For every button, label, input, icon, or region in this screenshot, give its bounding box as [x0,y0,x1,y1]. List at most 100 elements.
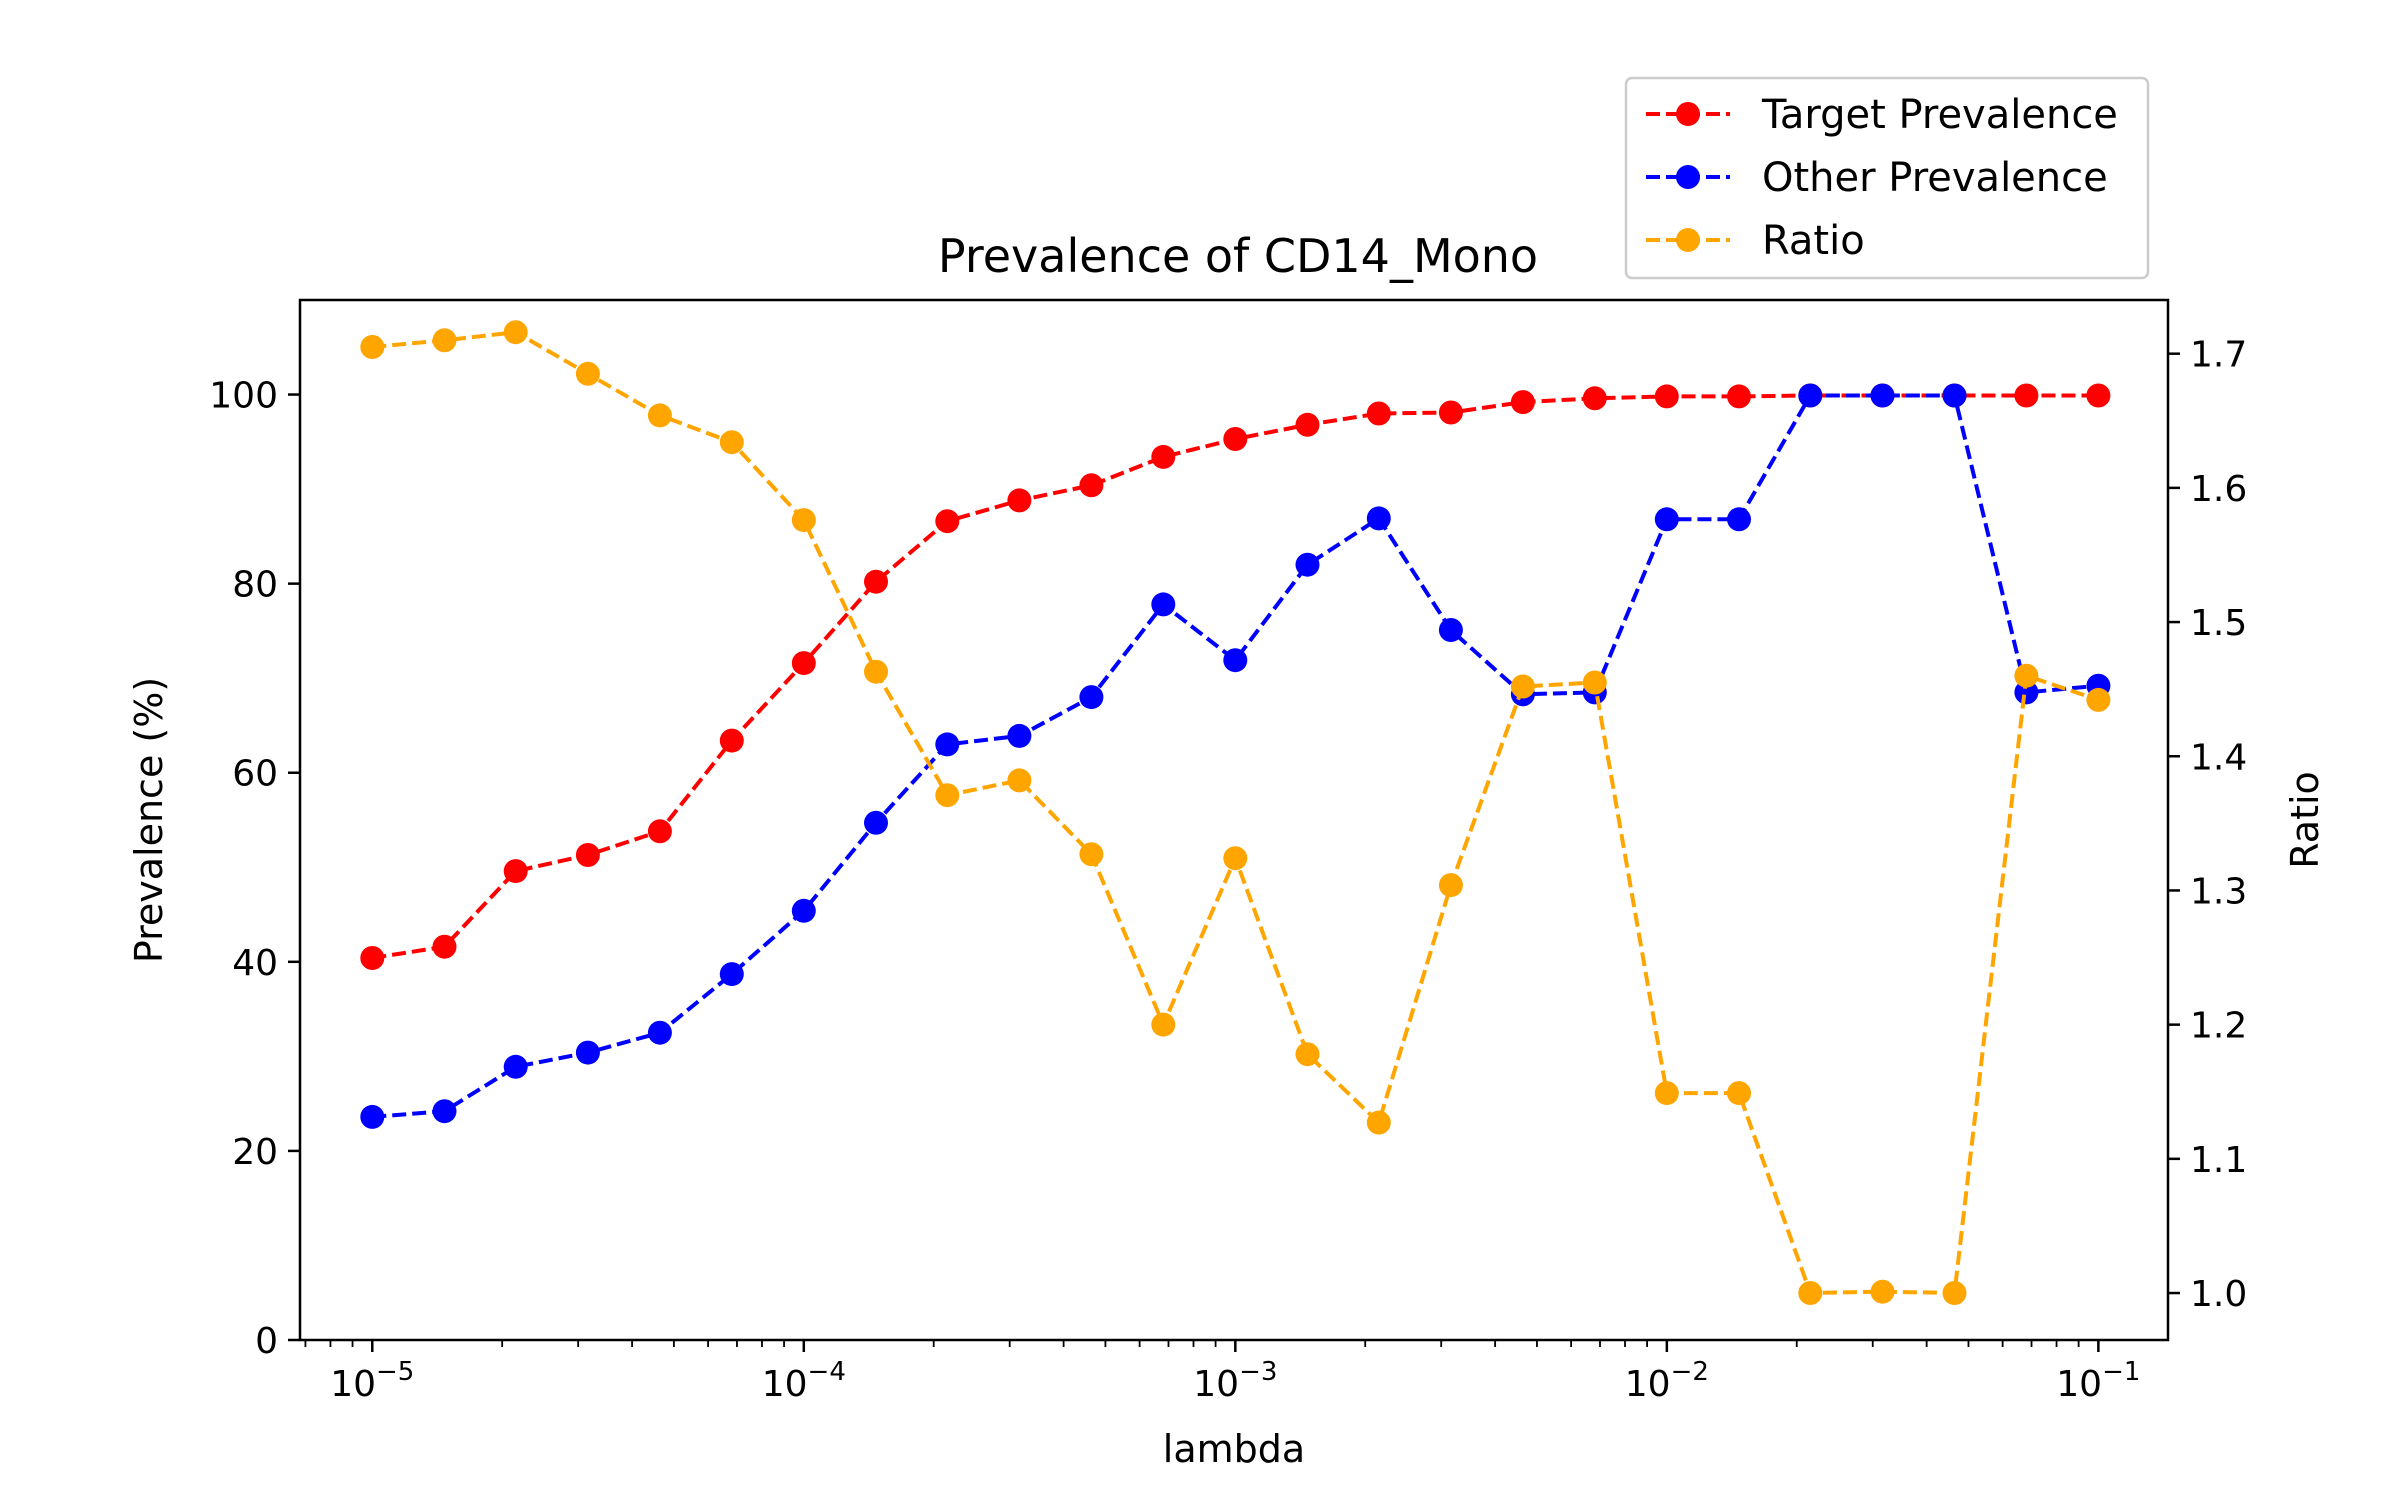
x-tick-label: 10−2 [1625,1357,1709,1405]
data-point-target-prevalence [2086,383,2111,408]
series-ratio [360,320,2111,1305]
data-point-other-prevalence [360,1104,385,1129]
data-point-ratio [935,783,960,808]
series-other-prevalence [360,383,2111,1129]
data-point-target-prevalence [1151,444,1176,469]
data-point-other-prevalence [1007,723,1032,748]
legend: Target Prevalence Other Prevalence Ratio [1624,76,2150,280]
data-point-ratio [1438,873,1463,898]
data-point-other-prevalence [1366,506,1391,531]
y2-axis-label: Ratio [2283,771,2327,869]
data-point-ratio [503,320,528,345]
data-point-ratio [1582,670,1607,695]
data-point-other-prevalence [2014,680,2039,705]
legend-swatch-marker [1676,102,1700,126]
data-point-other-prevalence [1438,618,1463,642]
y2-tick-label: 1.5 [2190,603,2247,644]
data-point-ratio [575,361,600,386]
data-point-other-prevalence [432,1099,457,1124]
data-point-target-prevalence [1510,390,1535,415]
data-point-ratio [432,328,457,353]
data-point-other-prevalence [1151,592,1176,617]
data-point-target-prevalence [575,843,600,867]
legend-item-ratio: Ratio [1646,218,1865,264]
data-point-ratio [1366,1110,1391,1135]
data-point-target-prevalence [647,819,672,844]
y-tick-label: 20 [232,1132,278,1173]
data-point-other-prevalence [864,810,888,835]
data-point-target-prevalence [1007,488,1032,513]
data-point-ratio [1942,1281,1967,1305]
y2-tick-label: 1.7 [2190,335,2247,376]
data-point-target-prevalence [2014,383,2039,408]
data-point-ratio [1223,846,1248,871]
series-layer [360,320,2111,1305]
data-point-ratio [2086,687,2111,712]
data-point-target-prevalence [1079,473,1104,498]
data-point-ratio [1007,768,1032,793]
data-point-other-prevalence [1727,507,1751,532]
legend-swatch-marker [1676,228,1700,252]
data-point-other-prevalence [503,1054,528,1079]
data-point-other-prevalence [647,1020,672,1045]
y-tick-label: 40 [232,943,278,984]
data-point-other-prevalence [1798,383,1823,408]
data-point-ratio [1295,1042,1320,1067]
data-point-ratio [1654,1081,1679,1106]
data-point-ratio [2014,663,2039,688]
y2-tick-label: 1.6 [2190,469,2247,510]
data-point-other-prevalence [1942,383,1967,408]
data-point-other-prevalence [1295,552,1320,577]
data-point-target-prevalence [1295,412,1320,437]
y-axis-label: Prevalence (%) [127,677,171,963]
y-tick-label: 80 [232,565,278,606]
data-point-ratio [1151,1012,1176,1037]
plot-frame [298,298,2170,1342]
data-point-other-prevalence [719,962,744,987]
y2-tick-label: 1.0 [2190,1274,2247,1315]
data-point-ratio [360,335,385,359]
legend-label: Ratio [1762,218,1865,264]
legend-label: Target Prevalence [1761,92,2118,138]
data-point-target-prevalence [1582,386,1607,411]
chart-title: Prevalence of CD14_Mono [938,229,1538,283]
legend-label: Other Prevalence [1762,155,2108,201]
x-tick-label: 10−5 [330,1357,414,1405]
data-point-target-prevalence [864,569,888,594]
legend-swatch-marker [1676,165,1700,189]
data-point-ratio [864,659,888,684]
data-point-target-prevalence [1654,384,1679,409]
data-point-other-prevalence [935,732,960,757]
y2-tick-label: 1.4 [2190,737,2247,778]
y2-tick-label: 1.1 [2190,1140,2247,1181]
data-point-target-prevalence [503,859,528,884]
data-point-target-prevalence [1366,401,1391,426]
y2-tick-label: 1.2 [2190,1006,2247,1047]
data-point-ratio [719,430,744,455]
x-tick-label: 10−4 [762,1357,846,1405]
data-point-other-prevalence [1654,507,1679,532]
data-point-ratio [1079,842,1104,867]
data-point-target-prevalence [935,509,960,534]
data-point-target-prevalence [1727,384,1751,409]
data-point-other-prevalence [791,898,816,923]
data-point-ratio [1727,1081,1751,1106]
data-point-target-prevalence [360,946,385,970]
data-point-ratio [791,508,816,533]
y-tick-label: 100 [209,376,278,417]
data-point-ratio [1870,1279,1895,1304]
axis-ticks: 10−5 10−4 10−3 10−2 10−1 0 20 40 60 80 100 1.0 1.1 1.… [209,335,2247,1405]
data-point-target-prevalence [1438,400,1463,425]
data-point-target-prevalence [791,651,816,676]
data-point-ratio [647,403,672,428]
data-point-other-prevalence [1223,648,1248,673]
data-point-other-prevalence [575,1040,600,1065]
legend-item-target-prevalence: Target Prevalence [1646,92,2118,138]
x-tick-label: 10−1 [2056,1357,2140,1405]
data-point-ratio [1798,1281,1823,1305]
y2-tick-label: 1.3 [2190,871,2247,912]
y-tick-label: 60 [232,754,278,795]
y-tick-label: 0 [255,1321,278,1362]
legend-item-other-prevalence: Other Prevalence [1646,155,2108,201]
